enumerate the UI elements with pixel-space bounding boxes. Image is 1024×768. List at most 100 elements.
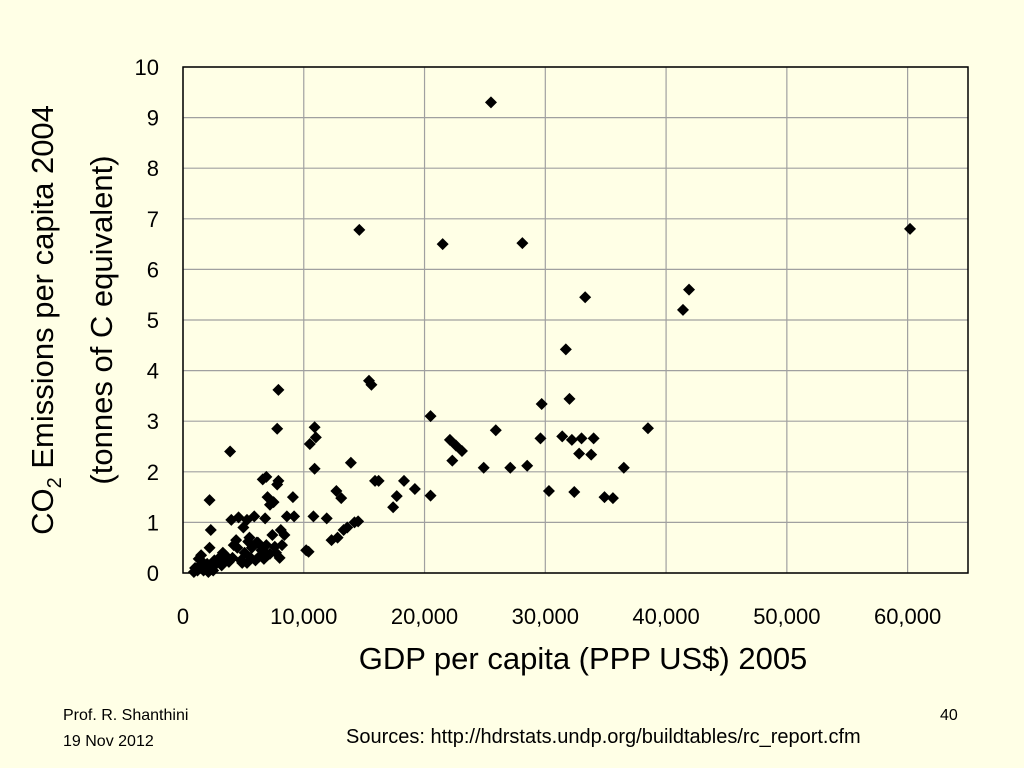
x-axis-title: GDP per capita (PPP US$) 2005 bbox=[359, 641, 808, 676]
scatter-point bbox=[504, 461, 517, 474]
scatter-point bbox=[271, 422, 284, 435]
scatter-point bbox=[556, 430, 569, 443]
scatter-point bbox=[436, 238, 449, 251]
y-tick-label: 1 bbox=[147, 510, 159, 535]
gridlines bbox=[182, 66, 968, 574]
scatter-point bbox=[587, 432, 600, 445]
y-tick-label: 2 bbox=[147, 460, 159, 485]
scatter-point bbox=[280, 510, 293, 523]
y-tick-label: 8 bbox=[147, 156, 159, 181]
scatter-point bbox=[216, 546, 229, 559]
scatter-point bbox=[187, 565, 200, 578]
y-axis-tick-labels: 0 1 2 3 4 5 6 7 8 9 10 bbox=[135, 55, 159, 586]
scatter-point bbox=[325, 534, 338, 547]
scatter-point bbox=[424, 410, 437, 423]
author-name: Prof. R. Shanthini bbox=[63, 707, 189, 724]
scatter-point bbox=[303, 437, 316, 450]
x-axis-tick-labels: 0 10,000 20,000 30,000 40,000 50,000 60,000 bbox=[177, 604, 941, 629]
y-tick-label: 6 bbox=[147, 257, 159, 282]
scatter-point bbox=[563, 392, 576, 405]
scatter-point bbox=[302, 545, 315, 558]
scatter-point bbox=[266, 529, 279, 542]
scatter-point bbox=[387, 501, 400, 514]
scatter-point bbox=[307, 510, 320, 523]
sources-citation: Sources: http://hdrstats.undp.org/buildt… bbox=[346, 726, 861, 748]
scatter-point bbox=[534, 432, 547, 445]
scatter-point bbox=[260, 470, 273, 483]
scatter-point bbox=[250, 536, 263, 549]
scatter-point bbox=[203, 494, 216, 507]
data-points bbox=[187, 96, 917, 578]
y-axis-title-line-1: CO2 Emissions per capita 2004 bbox=[25, 105, 66, 535]
scatter-point bbox=[249, 554, 262, 567]
plot-area-frame bbox=[182, 66, 969, 574]
scatter-point bbox=[231, 541, 244, 554]
scatter-point bbox=[477, 461, 490, 474]
footer-date: 19 Nov 2012 bbox=[63, 733, 154, 750]
x-tick-label: 50,000 bbox=[753, 604, 820, 629]
scatter-point bbox=[335, 492, 348, 505]
y-tick-label: 3 bbox=[147, 409, 159, 434]
scatter-point bbox=[353, 223, 366, 236]
scatter-point bbox=[489, 424, 502, 437]
scatter-point bbox=[542, 485, 555, 498]
scatter-point bbox=[573, 447, 586, 460]
scatter-point bbox=[204, 523, 217, 536]
x-tick-label: 20,000 bbox=[391, 604, 458, 629]
scatter-point bbox=[398, 474, 411, 487]
scatter-point bbox=[683, 283, 696, 296]
x-tick-label: 30,000 bbox=[512, 604, 579, 629]
scatter-point bbox=[271, 478, 284, 491]
scatter-point bbox=[224, 445, 237, 458]
scatter-point bbox=[579, 291, 592, 304]
scatter-point bbox=[484, 96, 497, 109]
y-tick-label: 7 bbox=[147, 207, 159, 232]
scatter-point bbox=[276, 539, 289, 552]
scatter-point bbox=[344, 456, 357, 469]
y-tick-label: 10 bbox=[135, 55, 159, 80]
x-tick-label: 0 bbox=[177, 604, 189, 629]
y-axis-title-co: CO bbox=[25, 488, 60, 535]
scatter-point bbox=[341, 521, 354, 534]
y-axis-title-rest: Emissions per capita 2004 bbox=[25, 105, 60, 477]
scatter-point bbox=[904, 222, 917, 235]
scatter-point bbox=[598, 491, 611, 504]
scatter-point bbox=[516, 237, 529, 250]
scatter-point bbox=[288, 510, 301, 523]
scatter-point bbox=[641, 422, 654, 435]
scatter-point bbox=[565, 433, 578, 446]
y-axis-title-line-2-group: (tonnes of C equivalent) bbox=[84, 155, 119, 484]
scatter-point bbox=[272, 383, 285, 396]
scatter-point bbox=[568, 486, 581, 499]
scatter-point bbox=[203, 541, 216, 554]
y-axis-title-line-1-group: CO2 Emissions per capita 2004 bbox=[25, 105, 66, 535]
scatter-point bbox=[207, 564, 220, 577]
scatter-point bbox=[248, 510, 261, 523]
scatter-point bbox=[242, 535, 255, 548]
scatter-point bbox=[585, 448, 598, 461]
scatter-point bbox=[230, 534, 243, 547]
scatter-point bbox=[365, 378, 378, 391]
scatter-point bbox=[259, 512, 272, 525]
scatter-point bbox=[372, 474, 385, 487]
scatter-point bbox=[521, 459, 534, 472]
y-tick-label: 9 bbox=[147, 106, 159, 131]
x-tick-label: 40,000 bbox=[632, 604, 699, 629]
scatter-point bbox=[273, 551, 286, 564]
scatter-point bbox=[308, 421, 321, 434]
scatter-point bbox=[390, 490, 403, 503]
y-tick-label: 4 bbox=[147, 359, 159, 384]
scatter-point bbox=[575, 432, 588, 445]
scatter-point bbox=[408, 483, 421, 496]
scatter-point bbox=[424, 489, 437, 502]
scatter-point bbox=[676, 303, 689, 316]
slide-number: 40 bbox=[940, 707, 958, 724]
y-axis-title-subscript: 2 bbox=[44, 477, 66, 488]
scatter-point bbox=[606, 492, 619, 505]
scatter-point bbox=[446, 454, 459, 467]
scatter-point bbox=[237, 521, 250, 534]
scatter-point bbox=[236, 556, 249, 569]
scatter-point bbox=[617, 461, 630, 474]
scatter-point bbox=[352, 515, 365, 528]
